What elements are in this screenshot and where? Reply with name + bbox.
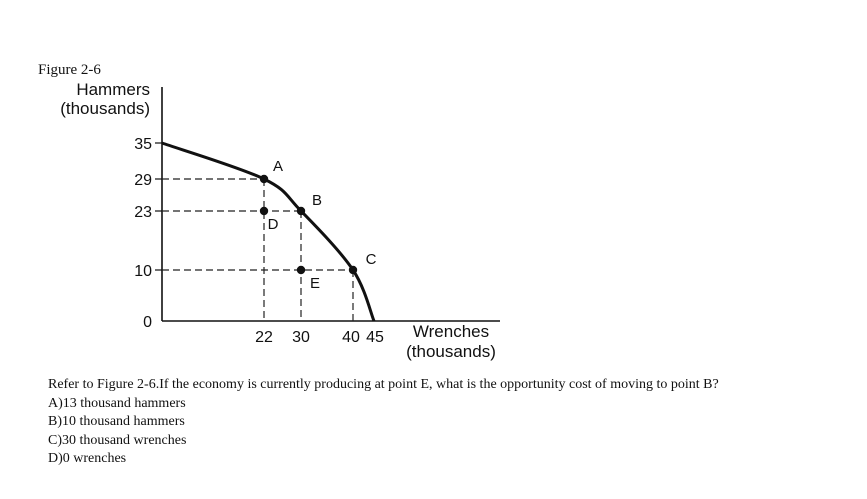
- y-axis-title-line-2: (thousands): [60, 99, 150, 118]
- point-label-d: D: [268, 216, 279, 233]
- y-tick-label-35: 35: [134, 136, 152, 153]
- y-tick-label-29: 29: [134, 172, 152, 189]
- point-label-a: A: [273, 158, 283, 175]
- answer-option-c: C)30 thousand wrenches: [48, 432, 187, 448]
- x-axis-title-line-1: Wrenches: [412, 322, 490, 341]
- figure-label: Figure 2-6: [38, 62, 101, 78]
- question-block: Refer to Figure 2-6.If the economy is cu…: [48, 376, 858, 469]
- answer-option-a: A)13 thousand hammers: [48, 395, 186, 411]
- point-label-e: E: [310, 275, 320, 292]
- x-tick-label-22: 22: [255, 329, 273, 346]
- point-label-c: C: [366, 251, 377, 268]
- question-text: Refer to Figure 2-6.If the economy is cu…: [48, 377, 719, 392]
- y-tick-label-23: 23: [134, 204, 152, 221]
- x-axis-title-line-2: (thousands): [406, 342, 496, 361]
- y-axis-title: Hammers (thousands): [40, 80, 150, 118]
- x-tick-label-40: 40: [342, 329, 360, 346]
- point-a: [259, 174, 269, 184]
- x-tick-label-45: 45: [366, 329, 384, 346]
- point-b: [296, 206, 306, 216]
- answer-option-b: B)10 thousand hammers: [48, 414, 185, 430]
- y-tick-label-0: 0: [143, 314, 152, 331]
- point-d: [259, 206, 269, 216]
- point-label-b: B: [312, 192, 322, 209]
- point-e: [296, 265, 306, 275]
- ppf-chart: 0 10 23 29 35 22 30 40 45 A B C D E: [134, 87, 500, 346]
- x-axis-title: Wrenches (thousands): [396, 322, 506, 362]
- y-axis-title-line-1: Hammers: [76, 80, 150, 99]
- answer-option-d: D)0 wrenches: [48, 451, 127, 467]
- x-tick-label-30: 30: [292, 329, 310, 346]
- point-c: [348, 265, 358, 275]
- y-tick-label-10: 10: [134, 263, 152, 280]
